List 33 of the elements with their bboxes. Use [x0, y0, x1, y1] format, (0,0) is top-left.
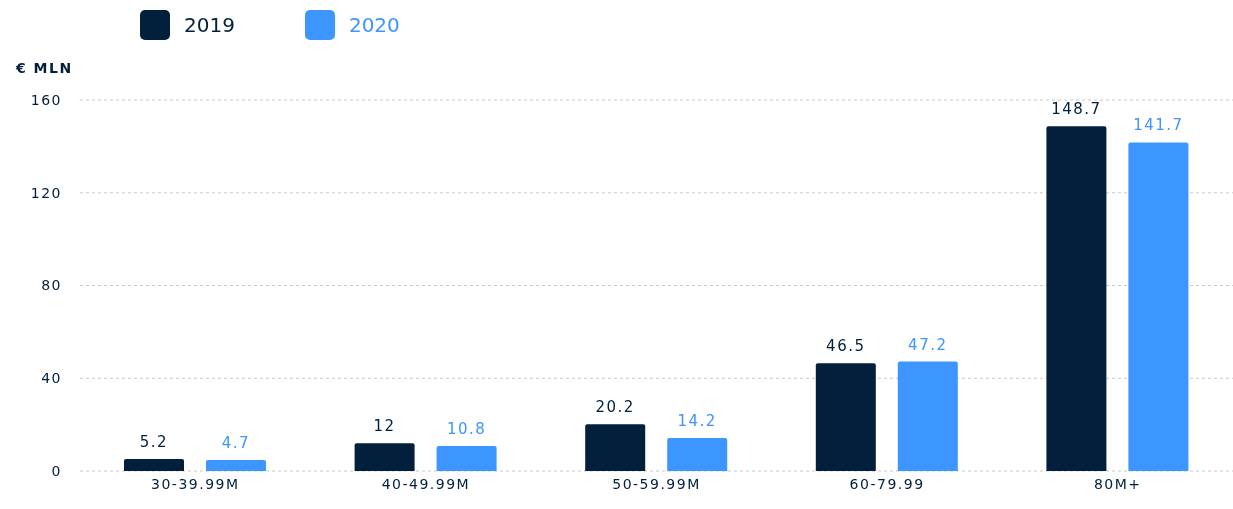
- data-label: 141.7: [1133, 116, 1184, 135]
- bar: [354, 443, 415, 471]
- bar: [1046, 126, 1107, 471]
- y-tick-label: 120: [30, 184, 62, 201]
- y-tick-label: 80: [41, 277, 62, 294]
- data-label: 47.2: [908, 335, 948, 354]
- y-axis-title: € MLN: [16, 60, 73, 76]
- bar: [436, 445, 497, 471]
- x-tick-label: 40-49.99M: [381, 475, 471, 492]
- bar: [124, 458, 184, 471]
- data-label: 148.7: [1051, 100, 1102, 119]
- legend-label: 2019: [184, 13, 235, 37]
- bar: [897, 361, 958, 471]
- data-label: 20.2: [595, 398, 635, 417]
- data-label: 12: [373, 417, 396, 436]
- data-label: 14.2: [677, 412, 717, 431]
- x-tick-label: 30-39.99M: [151, 475, 240, 492]
- bar: [667, 438, 728, 471]
- data-label: 4.7: [221, 434, 251, 453]
- bar: [1128, 142, 1189, 471]
- x-tick-label: 50-59.99M: [612, 475, 701, 492]
- data-label: 46.5: [826, 337, 866, 356]
- bar: [585, 424, 646, 471]
- bar: [815, 363, 876, 471]
- x-tick-label: 60-79.99: [849, 475, 925, 492]
- bar: [206, 460, 266, 471]
- y-tick-label: 40: [41, 370, 62, 387]
- data-label: 10.8: [446, 419, 487, 438]
- legend-label: 2020: [348, 13, 400, 37]
- y-tick-label: 0: [51, 462, 62, 479]
- data-label: 5.2: [139, 432, 169, 451]
- y-tick-label: 160: [30, 91, 62, 108]
- x-tick-label: 80M+: [1093, 475, 1142, 492]
